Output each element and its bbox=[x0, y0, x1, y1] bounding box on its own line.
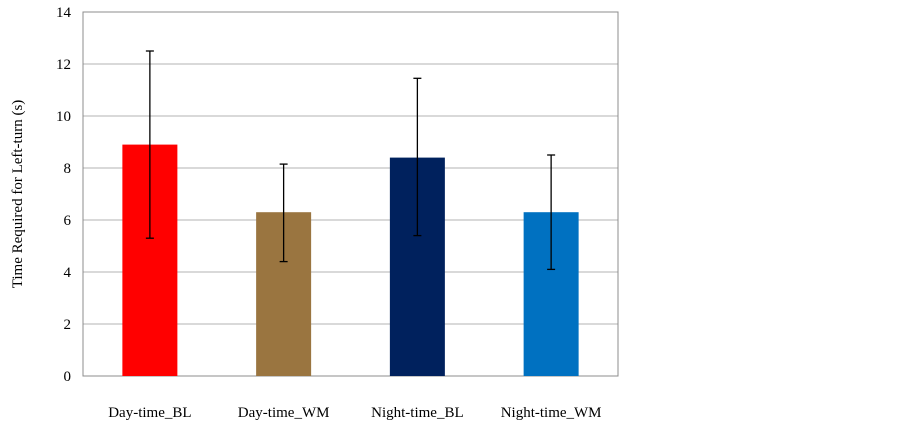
error-bars bbox=[145, 50, 556, 271]
y-axis-label: Time Required for Left-turn (s) bbox=[10, 100, 26, 289]
y-tick-label: 12 bbox=[56, 57, 71, 73]
y-tick-label: 6 bbox=[64, 213, 72, 229]
x-tick-label: Night-time_WM bbox=[501, 405, 602, 421]
plot-area-border bbox=[82, 11, 619, 377]
y-axis-ticks: 0 2 4 6 8 10 12 14 bbox=[56, 5, 72, 385]
y-tick-label: 14 bbox=[56, 5, 72, 21]
bars bbox=[122, 144, 579, 376]
y-tick-label: 2 bbox=[64, 317, 72, 333]
y-tick-label: 10 bbox=[56, 109, 71, 125]
x-tick-label: Night-time_BL bbox=[371, 405, 464, 421]
x-axis-ticks: Day-time_BL Day-time_WM Night-time_BL Night… bbox=[108, 405, 601, 421]
y-tick-label: 4 bbox=[64, 265, 72, 281]
y-tick-label: 0 bbox=[64, 369, 72, 385]
y-tick-label: 8 bbox=[64, 161, 72, 177]
x-tick-label: Day-time_WM bbox=[238, 405, 330, 421]
x-tick-label: Day-time_BL bbox=[108, 405, 191, 421]
